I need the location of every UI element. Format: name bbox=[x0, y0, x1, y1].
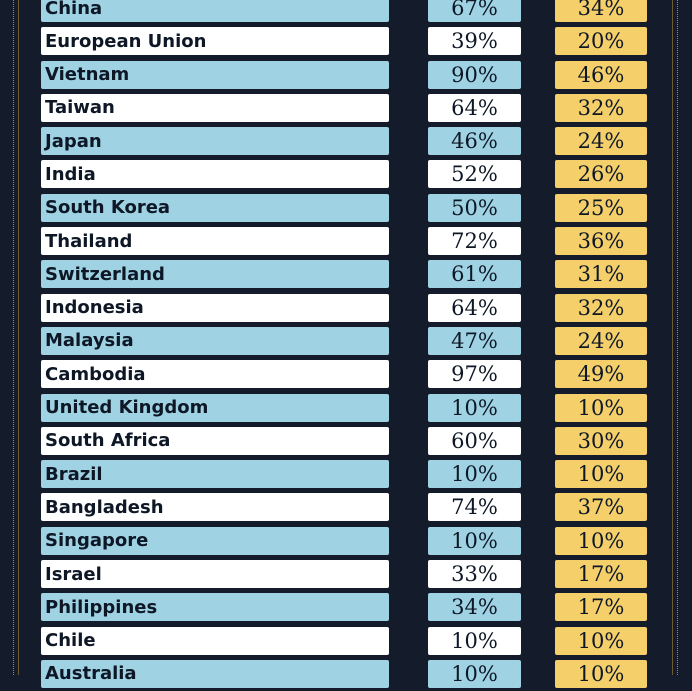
country-name-cell: Brazil bbox=[41, 460, 389, 489]
country-name-cell: Cambodia bbox=[41, 360, 389, 389]
tariff-charged-cell: 34% bbox=[428, 593, 521, 622]
tariff-charged-cell: 52% bbox=[428, 160, 521, 189]
country-name-cell: Australia bbox=[41, 659, 389, 688]
country-name-cell: Israel bbox=[41, 560, 389, 589]
tariff-charged-cell: 67% bbox=[428, 0, 521, 22]
right-frame-border-inner bbox=[672, 0, 673, 675]
country-name-cell: United Kingdom bbox=[41, 393, 389, 422]
table-row: Chile 10% 10% bbox=[0, 625, 692, 658]
tariff-charged-cell: 90% bbox=[428, 60, 521, 89]
reciprocal-tariff-cell: 20% bbox=[555, 27, 647, 56]
country-name-cell: Bangladesh bbox=[41, 493, 389, 522]
reciprocal-tariff-cell: 17% bbox=[555, 560, 647, 589]
left-frame-border bbox=[13, 0, 14, 675]
reciprocal-tariff-cell: 10% bbox=[555, 393, 647, 422]
tariff-charged-cell: 97% bbox=[428, 360, 521, 389]
reciprocal-tariff-cell: 10% bbox=[555, 526, 647, 555]
tariff-charged-cell: 39% bbox=[428, 27, 521, 56]
reciprocal-tariff-cell: 49% bbox=[555, 360, 647, 389]
tariff-charged-cell: 46% bbox=[428, 127, 521, 156]
table-row: Israel 33% 17% bbox=[0, 558, 692, 591]
table-row: Malaysia 47% 24% bbox=[0, 325, 692, 358]
country-name-cell: Taiwan bbox=[41, 93, 389, 122]
country-name-cell: Malaysia bbox=[41, 326, 389, 355]
reciprocal-tariff-cell: 24% bbox=[555, 326, 647, 355]
table-row: Philippines 34% 17% bbox=[0, 591, 692, 624]
country-name-cell: India bbox=[41, 160, 389, 189]
table-row: India 52% 26% bbox=[0, 158, 692, 191]
country-name-cell: Chile bbox=[41, 626, 389, 655]
reciprocal-tariff-cell: 30% bbox=[555, 426, 647, 455]
tariff-charged-cell: 74% bbox=[428, 493, 521, 522]
table-row: European Union 39% 20% bbox=[0, 25, 692, 58]
tariff-charged-cell: 64% bbox=[428, 93, 521, 122]
tariff-charged-cell: 10% bbox=[428, 460, 521, 489]
reciprocal-tariff-cell: 10% bbox=[555, 460, 647, 489]
tariff-charged-cell: 50% bbox=[428, 193, 521, 222]
reciprocal-tariff-cell: 32% bbox=[555, 293, 647, 322]
table-row: Australia 10% 10% bbox=[0, 658, 692, 691]
table-row: Indonesia 64% 32% bbox=[0, 292, 692, 325]
table-row: Bangladesh 74% 37% bbox=[0, 491, 692, 524]
tariff-charged-cell: 61% bbox=[428, 260, 521, 289]
table-row: South Africa 60% 30% bbox=[0, 425, 692, 458]
table-row: Brazil 10% 10% bbox=[0, 458, 692, 491]
table-row: Cambodia 97% 49% bbox=[0, 358, 692, 391]
tariff-charged-cell: 47% bbox=[428, 326, 521, 355]
country-name-cell: South Africa bbox=[41, 426, 389, 455]
right-frame-border bbox=[677, 0, 678, 675]
left-frame-border-inner bbox=[18, 0, 19, 675]
country-name-cell: Thailand bbox=[41, 227, 389, 256]
country-name-cell: Switzerland bbox=[41, 260, 389, 289]
reciprocal-tariff-cell: 36% bbox=[555, 227, 647, 256]
reciprocal-tariff-cell: 26% bbox=[555, 160, 647, 189]
country-name-cell: China bbox=[41, 0, 389, 22]
reciprocal-tariff-cell: 34% bbox=[555, 0, 647, 22]
country-name-cell: Singapore bbox=[41, 526, 389, 555]
country-name-cell: European Union bbox=[41, 27, 389, 56]
reciprocal-tariff-cell: 31% bbox=[555, 260, 647, 289]
reciprocal-tariff-cell: 24% bbox=[555, 127, 647, 156]
table-row: South Korea 50% 25% bbox=[0, 192, 692, 225]
reciprocal-tariff-cell: 32% bbox=[555, 93, 647, 122]
table-row: Thailand 72% 36% bbox=[0, 225, 692, 258]
tariff-charged-cell: 72% bbox=[428, 227, 521, 256]
country-name-cell: Philippines bbox=[41, 593, 389, 622]
country-name-cell: Vietnam bbox=[41, 60, 389, 89]
table-row: Japan 46% 24% bbox=[0, 125, 692, 158]
table-row: China 67% 34% bbox=[0, 0, 692, 25]
reciprocal-tariff-cell: 10% bbox=[555, 626, 647, 655]
table-row: Singapore 10% 10% bbox=[0, 525, 692, 558]
country-name-cell: South Korea bbox=[41, 193, 389, 222]
tariff-charged-cell: 64% bbox=[428, 293, 521, 322]
reciprocal-tariff-cell: 25% bbox=[555, 193, 647, 222]
reciprocal-tariff-cell: 46% bbox=[555, 60, 647, 89]
table-row: United Kingdom 10% 10% bbox=[0, 392, 692, 425]
country-name-cell: Japan bbox=[41, 127, 389, 156]
tariff-charged-cell: 33% bbox=[428, 560, 521, 589]
tariff-charged-cell: 60% bbox=[428, 426, 521, 455]
table-row: Switzerland 61% 31% bbox=[0, 258, 692, 291]
country-name-cell: Indonesia bbox=[41, 293, 389, 322]
tariff-charged-cell: 10% bbox=[428, 659, 521, 688]
table-row: Taiwan 64% 32% bbox=[0, 92, 692, 125]
tariff-charged-cell: 10% bbox=[428, 626, 521, 655]
reciprocal-tariff-cell: 37% bbox=[555, 493, 647, 522]
reciprocal-tariff-cell: 10% bbox=[555, 659, 647, 688]
tariff-charged-cell: 10% bbox=[428, 526, 521, 555]
tariff-charged-cell: 10% bbox=[428, 393, 521, 422]
reciprocal-tariff-cell: 17% bbox=[555, 593, 647, 622]
table-row: Vietnam 90% 46% bbox=[0, 59, 692, 92]
